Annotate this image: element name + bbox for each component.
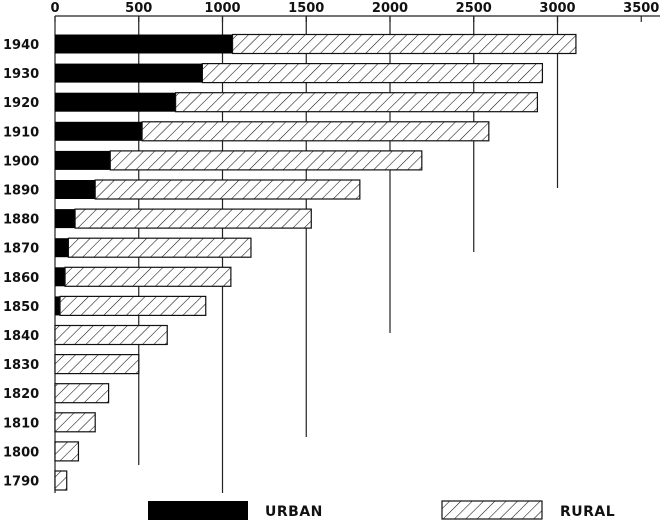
bar-urban-1880 <box>55 209 76 229</box>
year-label: 1930 <box>3 67 39 82</box>
bar-rural-1840 <box>54 324 168 346</box>
year-label: 1850 <box>3 300 39 315</box>
legend-swatch-urban <box>148 501 248 520</box>
legend-label-urban: URBAN <box>265 504 323 520</box>
year-label: 1910 <box>3 125 39 140</box>
bar-urban-1910 <box>55 121 143 141</box>
year-label: 1830 <box>3 358 39 373</box>
bar-rural-1830 <box>54 354 140 375</box>
year-label: 1940 <box>3 38 39 53</box>
x-tick-label: 3500 <box>623 1 659 16</box>
bar-urban-1870 <box>55 238 69 258</box>
year-label: 1810 <box>3 416 39 431</box>
x-tick-label: 3000 <box>539 1 575 16</box>
bar-rural-1860 <box>64 266 232 287</box>
bar-rural-1930 <box>201 62 544 84</box>
bar-urban-1930 <box>55 63 203 83</box>
bar-rural-1920 <box>175 92 538 113</box>
year-label: 1860 <box>3 271 39 286</box>
legend-swatch-rural <box>441 500 543 520</box>
bar-rural-1870 <box>67 237 252 258</box>
bar-urban-1850 <box>55 296 61 316</box>
year-label: 1920 <box>3 96 39 111</box>
bar-rural-1790 <box>54 470 68 491</box>
bar-urban-1890 <box>55 180 96 199</box>
x-tick-label: 1500 <box>288 1 324 16</box>
x-tick-label: 500 <box>125 1 152 16</box>
year-label: 1800 <box>3 445 39 460</box>
year-label: 1900 <box>3 154 39 169</box>
bar-urban-1920 <box>55 92 176 112</box>
year-label: 1820 <box>3 387 39 402</box>
year-label: 1790 <box>3 475 39 490</box>
year-label: 1880 <box>3 213 39 228</box>
year-label: 1870 <box>3 242 39 257</box>
bar-rural-1800 <box>54 441 80 462</box>
bar-rural-1810 <box>54 412 96 433</box>
bars <box>54 33 577 491</box>
legend-label-rural: RURAL <box>560 504 615 520</box>
bar-rural-1820 <box>54 383 110 404</box>
x-tick-label: 2500 <box>456 1 492 16</box>
bar-urban-1860 <box>55 267 66 287</box>
bar-urban-1940 <box>55 34 233 54</box>
x-tick-label: 1000 <box>204 1 240 16</box>
bar-rural-1850 <box>59 295 207 316</box>
bar-rural-1900 <box>109 150 423 171</box>
bar-rural-1910 <box>141 121 490 142</box>
x-axis: 0 500 1000 1500 2000 2500 3000 3500 <box>50 1 660 493</box>
bar-rural-1940 <box>231 33 577 55</box>
x-tick-label: 2000 <box>372 1 408 16</box>
bar-rural-1890 <box>94 179 361 200</box>
x-tick-label: 0 <box>50 1 59 16</box>
legend: URBAN RURAL <box>148 500 615 520</box>
year-labels: 1940 1930 1920 1910 1900 1890 1880 1870 1860 1850… <box>3 38 39 490</box>
bar-rural-1880 <box>74 208 312 229</box>
bar-urban-1900 <box>55 150 111 170</box>
year-label: 1840 <box>3 329 39 344</box>
year-label: 1890 <box>3 184 39 199</box>
